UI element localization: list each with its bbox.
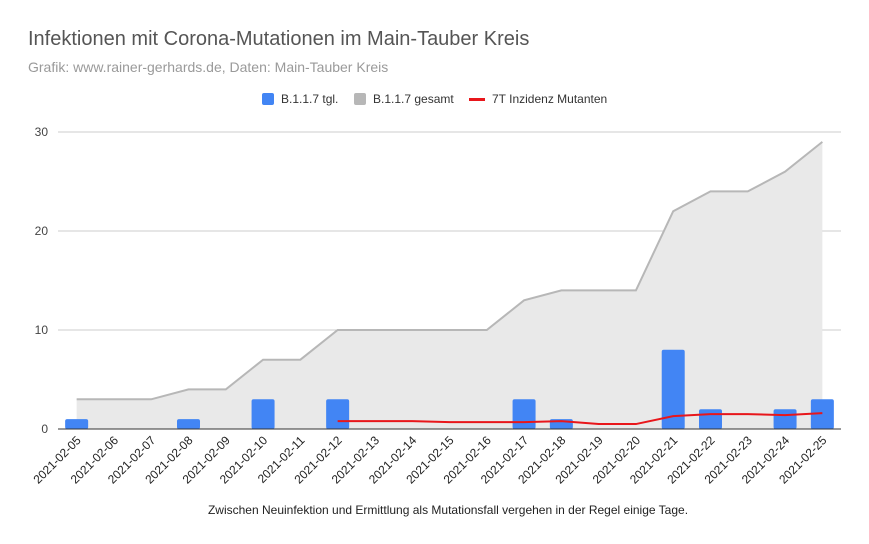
chart-subtitle: Grafik: www.rainer-gerhards.de, Daten: M… [28, 59, 389, 75]
y-tick-label-1: 10 [35, 323, 49, 337]
area-line-total [76, 141, 823, 401]
legend-item-incidence[interactable]: 7T Inzidenz Mutanten [469, 92, 607, 106]
bar-2021-02-10 [251, 399, 275, 429]
legend-label-incidence: 7T Inzidenz Mutanten [492, 92, 608, 106]
chart-title: Infektionen mit Corona-Mutationen im Mai… [28, 28, 530, 50]
legend-swatch-total [354, 93, 366, 105]
legend-swatch-incidence [469, 97, 485, 101]
incidence-line [337, 412, 823, 426]
legend-swatch-daily [262, 93, 274, 105]
legend: B.1.1.7 tgl. B.1.1.7 gesamt 7T Inzidenz … [0, 92, 869, 108]
bar-2021-02-12 [326, 399, 350, 429]
y-tick-label-0: 0 [41, 422, 48, 436]
legend-label-daily: B.1.1.7 tgl. [281, 92, 339, 106]
y-tick-label-3: 30 [35, 125, 49, 139]
legend-item-total[interactable]: B.1.1.7 gesamt [354, 92, 454, 106]
legend-item-daily[interactable]: B.1.1.7 tgl. [262, 92, 338, 106]
x-axis-label: Zwischen Neuinfektion und Ermittlung als… [208, 503, 688, 517]
legend-label-total: B.1.1.7 gesamt [373, 92, 454, 106]
area-fill-total [76, 141, 823, 429]
bar-2021-02-17 [512, 399, 536, 429]
bar-2021-02-05 [65, 419, 89, 429]
bar-2021-02-08 [177, 419, 200, 429]
y-tick-label-2: 20 [35, 224, 49, 238]
bar-2021-02-24 [773, 409, 797, 429]
bar-2021-02-21 [661, 349, 685, 429]
bar-2021-02-22 [699, 409, 722, 429]
